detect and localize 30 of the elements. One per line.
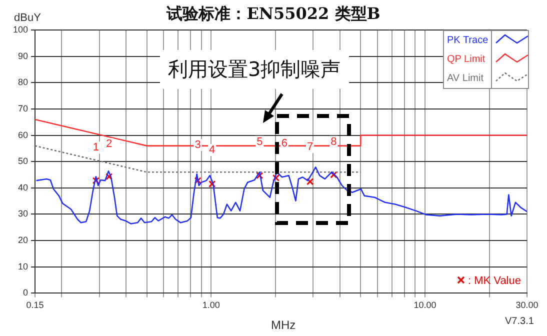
y-tick-label: 50 [18,156,28,166]
y-axis-title: dBuY [14,12,41,24]
y-tick-label: 10 [18,261,28,272]
annotation: 2 [106,138,112,150]
x-tick-label: 1.00 [202,300,220,310]
y-tick-label: 90 [18,50,28,61]
text: V7.3.1 [505,316,534,328]
annotation: 利用设置3抑制噪声 [160,50,349,89]
y-tick-label: 20 [18,235,28,246]
legend-panel: PK Trace QP Limit AV Limit [443,30,529,89]
annotation: 4 [209,144,216,156]
y-tick-label: 100 [12,24,28,34]
x-tick-label: 10.00 [414,300,436,310]
annotation: 7 [306,141,314,154]
x-tick-label: 30.00 [516,300,538,310]
y-tick-label: 40 [18,182,28,192]
x-axis-title: MHz [271,318,296,332]
chart-title: 试验标准：EN55022 类型B [166,4,380,23]
annotation: 6 [281,138,288,150]
annotation: 3 [194,139,201,152]
y-tick-label: 80 [18,77,28,88]
y-tick-label: 0 [23,288,28,298]
y-tick-label: 70 [18,103,28,114]
annotation: 1 [92,142,99,154]
x-tick-label: 0.15 [26,300,44,310]
annotation: 8 [330,136,337,148]
annotation: 5 [256,136,263,148]
text: : MK Value [468,275,521,288]
y-tick-label: 30 [18,208,28,219]
y-tick-label: 60 [18,130,28,140]
